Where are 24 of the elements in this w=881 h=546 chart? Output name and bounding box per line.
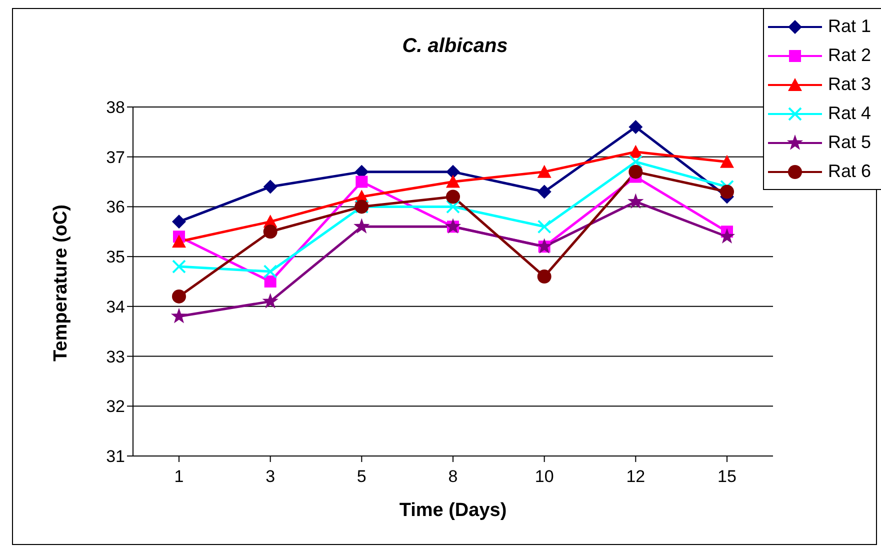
y-tick-label: 31 bbox=[106, 447, 125, 466]
legend-label: Rat 3 bbox=[828, 74, 872, 95]
legend-label: Rat 5 bbox=[828, 132, 872, 153]
legend-label: Rat 2 bbox=[828, 45, 872, 66]
y-tick-label: 36 bbox=[106, 198, 125, 217]
x-tick-label: 8 bbox=[448, 467, 458, 486]
x-tick-label: 12 bbox=[626, 467, 646, 486]
chart-title: C. albicans bbox=[402, 35, 508, 57]
y-axis-title: Temperature (oC) bbox=[50, 204, 72, 362]
legend-label: Rat 1 bbox=[828, 16, 872, 37]
x-tick-label: 1 bbox=[174, 467, 184, 486]
y-tick-label: 35 bbox=[106, 248, 125, 267]
x-tick-label: 5 bbox=[356, 467, 366, 486]
y-tick-label: 32 bbox=[106, 397, 125, 416]
x-tick-label: 15 bbox=[718, 467, 736, 486]
x-tick-label: 10 bbox=[534, 467, 554, 486]
y-tick-label: 38 bbox=[106, 98, 125, 118]
y-tick-label: 34 bbox=[106, 297, 125, 316]
y-tick-label: 33 bbox=[106, 347, 125, 366]
legend-label: Rat 6 bbox=[828, 161, 872, 182]
legend-label: Rat 4 bbox=[828, 103, 872, 124]
x-tick-label: 3 bbox=[266, 467, 276, 486]
x-axis-title: Time (Days) bbox=[399, 500, 507, 521]
y-tick-label: 37 bbox=[106, 148, 125, 167]
